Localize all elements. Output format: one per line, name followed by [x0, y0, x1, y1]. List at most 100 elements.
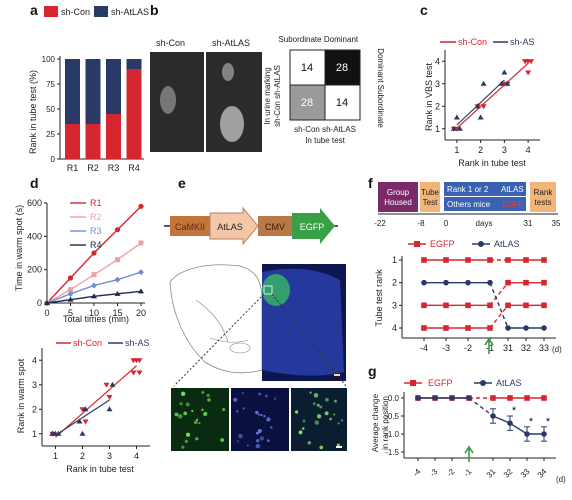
- cell-dot: [298, 430, 303, 435]
- y-tick-label: 400: [27, 231, 42, 241]
- cell-dot: [336, 443, 340, 447]
- data-point-sh-con: [528, 59, 535, 65]
- cell-dot: [195, 437, 199, 441]
- y-tick-label: 4: [435, 56, 440, 66]
- data-point-atlas: [443, 279, 449, 286]
- cell-dot: [333, 413, 336, 416]
- scatter-points: [450, 59, 535, 132]
- data-point-atlas: [541, 325, 547, 331]
- timeline-others-label: Others mice: [447, 200, 491, 209]
- data-point-egfp: [465, 302, 471, 309]
- series-transition: [468, 397, 494, 417]
- legend-label-egfp: EGFP: [430, 239, 455, 249]
- cell-dot: [316, 414, 322, 419]
- line-series: [44, 203, 144, 306]
- panel-b-label: b: [150, 2, 159, 18]
- cell-dot: [178, 414, 183, 419]
- data-point: [67, 296, 74, 302]
- data-point-egfp: [541, 302, 547, 309]
- urine-image-sh-con: [150, 52, 204, 152]
- y-tick-label: 2: [32, 404, 37, 414]
- data-point-sh-as: [474, 103, 481, 109]
- x-tick-label: R2: [87, 163, 99, 173]
- cell-dot: [266, 417, 271, 422]
- data-point: [114, 227, 121, 233]
- data-point-egfp: [443, 302, 449, 309]
- cell-dot: [314, 420, 319, 425]
- x-tick-label: R1: [67, 163, 79, 173]
- matrix-value: 28: [336, 62, 348, 74]
- timeline-rank-group: [444, 182, 526, 196]
- data-point-sh-as: [498, 80, 505, 86]
- significance-star: *: [529, 416, 534, 428]
- cell-dot: [185, 432, 191, 437]
- y-tick-label: 3: [392, 300, 397, 310]
- x-tick-label: -3: [442, 343, 450, 353]
- timeline-tube-label: Tube: [421, 188, 439, 197]
- data-point-atlas: [421, 279, 427, 286]
- timeline-tick: -22: [374, 219, 386, 228]
- legend-swatch-sh-atlas: [94, 6, 108, 17]
- y-tick-label: -1.0: [385, 430, 399, 439]
- cell-dot: [324, 411, 329, 416]
- cell-dot: [184, 439, 189, 444]
- axis-ticks: 1 1 2 2 3 3 4 4: [32, 355, 139, 461]
- data-point-sh-as: [76, 418, 83, 424]
- urine-spot: [222, 63, 234, 81]
- construct-egfp: [292, 208, 335, 244]
- bar-sh-con: [126, 69, 142, 159]
- matrix-label-left-1: In urine marking: [263, 67, 272, 124]
- panel-d-label: d: [30, 175, 39, 191]
- timeline-others-group: [444, 197, 526, 211]
- data-point: [91, 293, 97, 299]
- data-point: [91, 282, 97, 289]
- data-point-atlas: [466, 395, 472, 401]
- timeline-test-label: Test: [423, 198, 438, 207]
- data-point-egfp: [465, 325, 471, 331]
- cell-dot: [309, 391, 312, 394]
- matrix-header-subordinate: Subordinate: [278, 35, 322, 44]
- data-point-egfp: [421, 302, 427, 309]
- significance-star: *: [546, 416, 551, 428]
- cell-dot: [198, 421, 201, 425]
- y-ticks: 0 25 50 75 100: [42, 55, 60, 164]
- y-tick-label: 2: [392, 278, 397, 288]
- axis-ticks: 1 1 2 2 3 3 4 4: [435, 56, 531, 155]
- data-point-egfp: [507, 395, 513, 401]
- x-tick-label: R4: [128, 163, 140, 173]
- significance-star: *: [512, 405, 517, 417]
- construct-camkii: [170, 216, 210, 236]
- data-point-sh-as: [49, 430, 56, 436]
- data-point-atlas: [487, 279, 493, 286]
- cell-dot: [319, 445, 324, 450]
- construct-atlas: [209, 206, 259, 246]
- y-tick-label: 1: [32, 429, 37, 439]
- x-tick-label: 2: [478, 145, 483, 155]
- panel-e-label: e: [178, 175, 186, 191]
- construct-label-cmv: CMV: [265, 222, 285, 232]
- cell-dot: [264, 394, 268, 398]
- cell-dot: [195, 418, 199, 421]
- data-point-egfp: [487, 325, 493, 331]
- data-point-egfp: [541, 257, 547, 263]
- data-point-sh-as: [501, 69, 508, 75]
- data-point: [67, 275, 74, 281]
- y-tick-label: 3: [32, 380, 37, 390]
- cell-dot: [259, 436, 265, 441]
- legend-label-sh-as: sh-AS: [510, 37, 535, 47]
- data-point-egfp: [523, 302, 529, 309]
- urine-spot: [220, 106, 244, 142]
- matrix-header-dominant: Dominant: [324, 35, 359, 44]
- construct-label-camkii: CaMKII: [175, 222, 205, 232]
- data-point: [114, 290, 121, 296]
- data-point: [67, 290, 74, 297]
- cell-dot: [242, 407, 245, 410]
- data-point-egfp: [490, 395, 496, 401]
- cell-dot: [325, 397, 329, 402]
- cell-dot: [307, 440, 312, 445]
- data-point-sh-con: [79, 407, 86, 413]
- cell-dot: [206, 393, 210, 398]
- cell-dot: [256, 431, 259, 435]
- data-point-atlas: [507, 420, 513, 427]
